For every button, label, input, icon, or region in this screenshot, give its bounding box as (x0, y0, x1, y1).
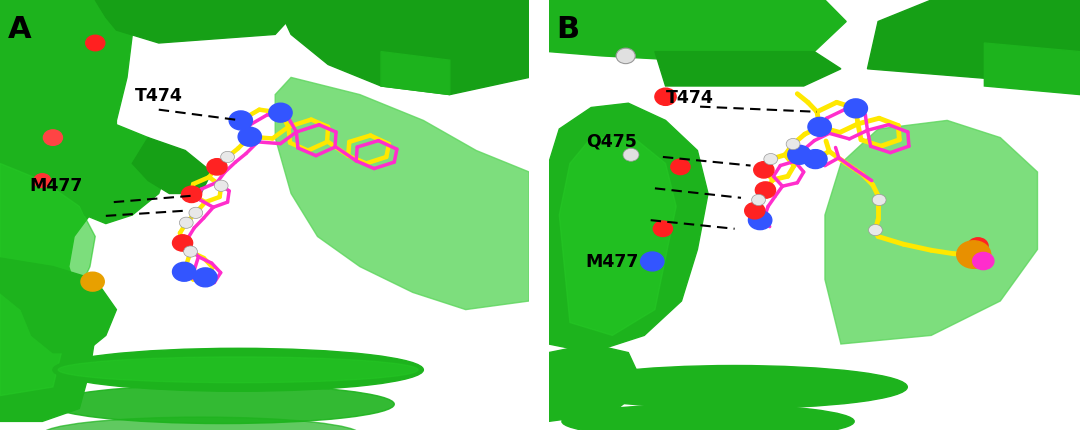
Circle shape (968, 246, 988, 263)
Circle shape (671, 159, 690, 175)
Polygon shape (654, 52, 841, 86)
Polygon shape (559, 138, 676, 335)
Circle shape (873, 194, 886, 206)
Circle shape (745, 203, 765, 219)
Polygon shape (867, 0, 1080, 86)
Polygon shape (75, 120, 170, 224)
Circle shape (85, 35, 105, 51)
Circle shape (623, 148, 639, 161)
Circle shape (957, 241, 990, 268)
Text: M477: M477 (585, 252, 639, 270)
Circle shape (786, 138, 800, 150)
Circle shape (808, 117, 832, 136)
Ellipse shape (51, 385, 394, 424)
Circle shape (654, 88, 676, 105)
Circle shape (764, 154, 778, 165)
Circle shape (33, 174, 51, 187)
Polygon shape (381, 52, 450, 95)
Polygon shape (133, 138, 212, 194)
Circle shape (973, 252, 994, 270)
Ellipse shape (58, 357, 418, 383)
Circle shape (748, 211, 772, 230)
Circle shape (220, 151, 234, 163)
Ellipse shape (53, 348, 423, 391)
Circle shape (229, 111, 253, 130)
Ellipse shape (562, 366, 907, 408)
Circle shape (43, 130, 63, 145)
Ellipse shape (562, 404, 854, 430)
Circle shape (193, 268, 217, 287)
Circle shape (207, 159, 227, 175)
Polygon shape (549, 344, 645, 421)
Circle shape (173, 235, 192, 251)
Circle shape (787, 145, 811, 164)
Circle shape (269, 103, 292, 122)
Circle shape (616, 48, 635, 64)
Polygon shape (275, 0, 529, 95)
Text: B: B (556, 15, 580, 44)
Polygon shape (825, 120, 1038, 344)
Polygon shape (549, 0, 847, 60)
Polygon shape (0, 163, 95, 396)
Circle shape (81, 272, 105, 291)
Circle shape (184, 246, 198, 257)
Text: Q475: Q475 (585, 132, 637, 150)
Circle shape (189, 207, 203, 218)
Text: M477: M477 (29, 177, 82, 195)
Circle shape (173, 262, 195, 281)
Circle shape (845, 99, 867, 118)
Text: T474: T474 (665, 89, 714, 107)
Circle shape (804, 150, 827, 169)
Text: T474: T474 (135, 87, 183, 105)
Circle shape (640, 252, 664, 271)
Polygon shape (0, 258, 117, 353)
Circle shape (754, 162, 774, 178)
Circle shape (752, 194, 766, 206)
Circle shape (181, 186, 202, 203)
Circle shape (214, 180, 228, 191)
Polygon shape (984, 43, 1080, 95)
Ellipse shape (42, 417, 360, 430)
Circle shape (179, 217, 193, 228)
Polygon shape (275, 77, 529, 310)
Polygon shape (0, 0, 133, 421)
Circle shape (238, 127, 261, 146)
Circle shape (968, 238, 988, 254)
Circle shape (653, 221, 673, 237)
Circle shape (755, 182, 775, 198)
Polygon shape (95, 0, 292, 43)
Circle shape (868, 224, 882, 236)
Polygon shape (549, 103, 708, 353)
Text: A: A (8, 15, 31, 44)
